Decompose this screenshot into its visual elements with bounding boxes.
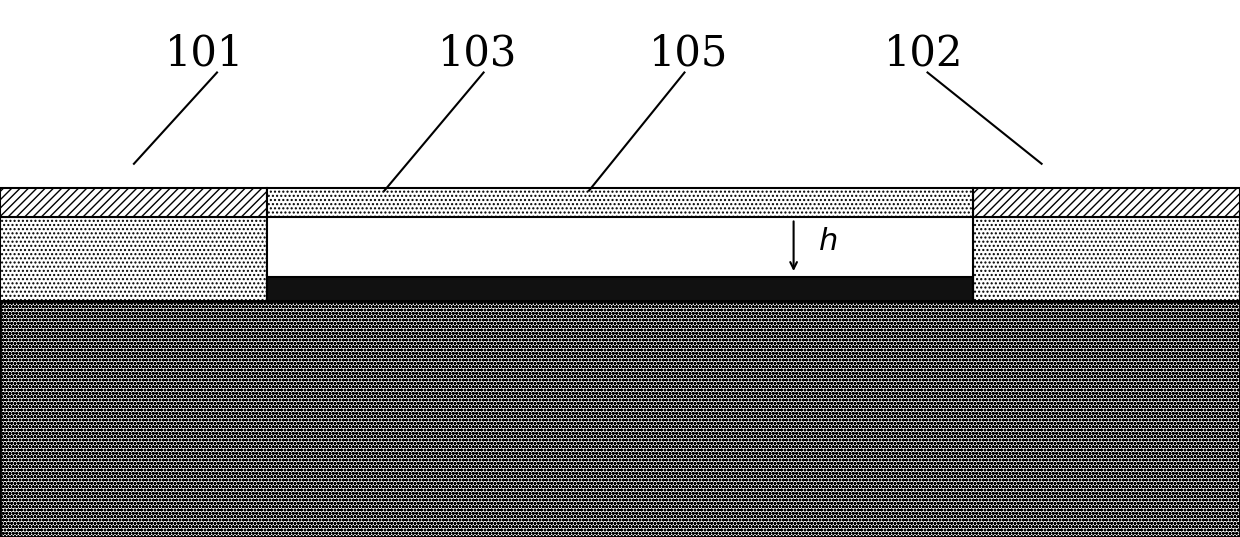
Text: 102: 102 — [884, 33, 963, 75]
Text: 103: 103 — [438, 33, 517, 75]
Bar — [973, 188, 1240, 217]
Text: 105: 105 — [649, 33, 728, 75]
Bar — [0, 301, 1240, 537]
Bar — [973, 217, 1240, 301]
Text: 101: 101 — [165, 33, 244, 75]
Bar — [267, 277, 973, 301]
Bar — [0, 188, 267, 217]
Text: $h$: $h$ — [818, 227, 838, 256]
Bar — [0, 217, 267, 301]
Bar — [267, 188, 973, 217]
Bar — [267, 217, 973, 277]
